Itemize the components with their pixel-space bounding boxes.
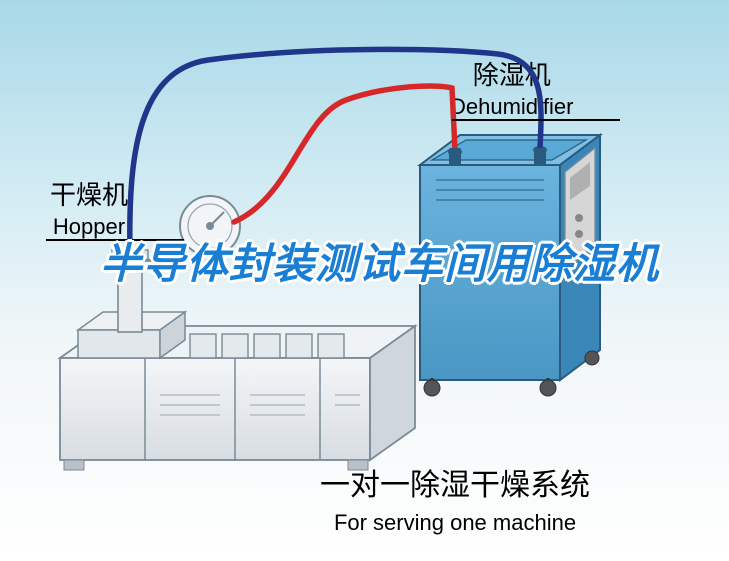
title-overlay: 半导体封装测试车间用除湿机 bbox=[100, 240, 660, 288]
